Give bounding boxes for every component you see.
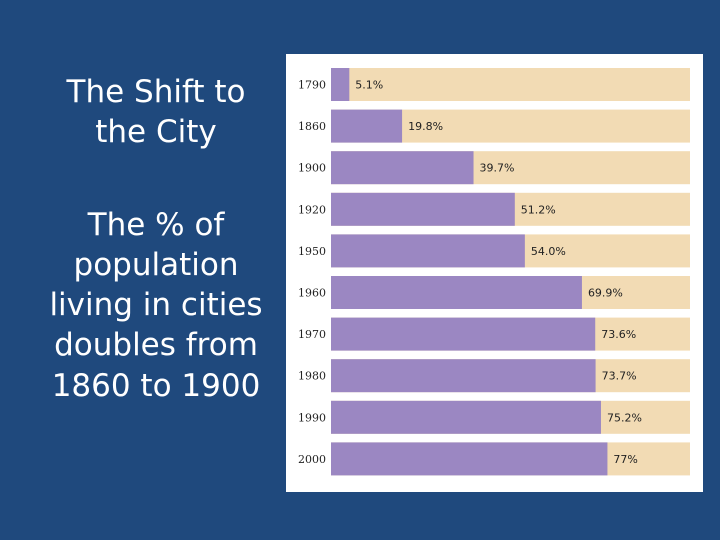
bar-1900 [331, 151, 474, 185]
year-label-1960: 1960 [298, 287, 326, 300]
year-label-2000: 2000 [298, 453, 326, 466]
bar-1980 [331, 359, 596, 393]
value-label-1900: 39.7% [480, 162, 515, 175]
year-label-1900: 1900 [298, 162, 326, 175]
bar-1950 [331, 234, 525, 268]
value-label-1790: 5.1% [355, 79, 383, 92]
chart-panel: 1790 5.1% 1860 19.8% 1900 39.7% 1920 51.2% 1950 5… [286, 54, 703, 492]
bar-1960 [331, 276, 582, 309]
year-label-1860: 1860 [298, 120, 326, 133]
bar-1860 [331, 109, 403, 143]
bar-1920 [331, 192, 515, 226]
bar-1990 [331, 400, 601, 434]
urban-population-bar-chart: 1790 5.1% 1860 19.8% 1900 39.7% 1920 51.2% 1950 5… [298, 68, 690, 476]
bar-2000 [331, 442, 608, 476]
year-label-1980: 1980 [298, 370, 326, 383]
year-label-1950: 1950 [298, 245, 326, 258]
value-label-1980: 73.7% [602, 370, 637, 383]
slide-body: The % of population living in cities dou… [49, 206, 263, 404]
bar-1970 [331, 317, 596, 351]
year-label-1790: 1790 [298, 79, 326, 92]
value-label-1960: 69.9% [588, 287, 623, 300]
value-label-1860: 19.8% [408, 120, 443, 133]
year-label-1970: 1970 [298, 328, 326, 341]
slide-text: The Shift to the City The % of populatio… [38, 72, 274, 406]
value-label-1990: 75.2% [607, 411, 642, 424]
value-label-1950: 54.0% [531, 245, 566, 258]
slide-title: The Shift to the City [66, 74, 246, 151]
year-label-1920: 1920 [298, 203, 326, 216]
year-label-1990: 1990 [298, 411, 326, 424]
value-label-1970: 73.6% [601, 328, 636, 341]
bar-1790 [331, 68, 350, 101]
value-label-2000: 77% [613, 453, 637, 466]
bar-track-1790 [331, 68, 690, 101]
value-label-1920: 51.2% [521, 203, 556, 216]
